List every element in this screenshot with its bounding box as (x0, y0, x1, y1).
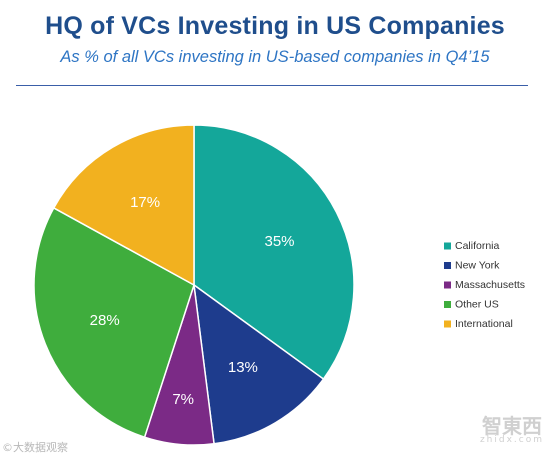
legend-label-international: International (455, 318, 513, 330)
pie-slice-other-us (33, 206, 195, 439)
legend-swatch-other-us (444, 301, 451, 308)
pie-label-international: 17% (130, 194, 160, 211)
pie-label-california: 35% (264, 233, 294, 250)
legend: California New York Massachusetts Other US I… (444, 240, 525, 330)
legend-swatch-massachusetts (444, 281, 451, 289)
watermark-right-main: 智東西 (481, 414, 542, 438)
watermark-left: ©大数据观察 (2, 441, 68, 454)
pie-slice-new-york (193, 283, 325, 445)
legend-swatch-california (444, 242, 451, 250)
legend-swatch-international (444, 320, 451, 328)
chart-subtitle: As % of all VCs investing in US-based co… (60, 48, 490, 66)
legend-label-california: California (455, 240, 500, 252)
legend-label-new-york: New York (455, 260, 500, 272)
pie-slice-international (52, 124, 195, 287)
legend-label-other-us: Other US (455, 299, 499, 311)
pie-slice-california (193, 124, 355, 381)
pie-label-other-us: 28% (90, 312, 120, 329)
legend-label-massachusetts: Massachusetts (455, 279, 525, 291)
title-divider (16, 85, 528, 86)
watermark-right: 智東西 zhidx.com (480, 416, 544, 445)
chart-title: HQ of VCs Investing in US Companies (45, 12, 505, 40)
pie-slices (33, 124, 355, 446)
pie-label-new-york: 13% (228, 359, 258, 376)
pie-label-massachusetts: 7% (172, 391, 194, 408)
pie-labels: 35% 13% 7% 28% 17% (90, 194, 295, 408)
legend-swatch-new-york (444, 262, 451, 269)
watermark-right-sub: zhidx.com (479, 435, 544, 445)
